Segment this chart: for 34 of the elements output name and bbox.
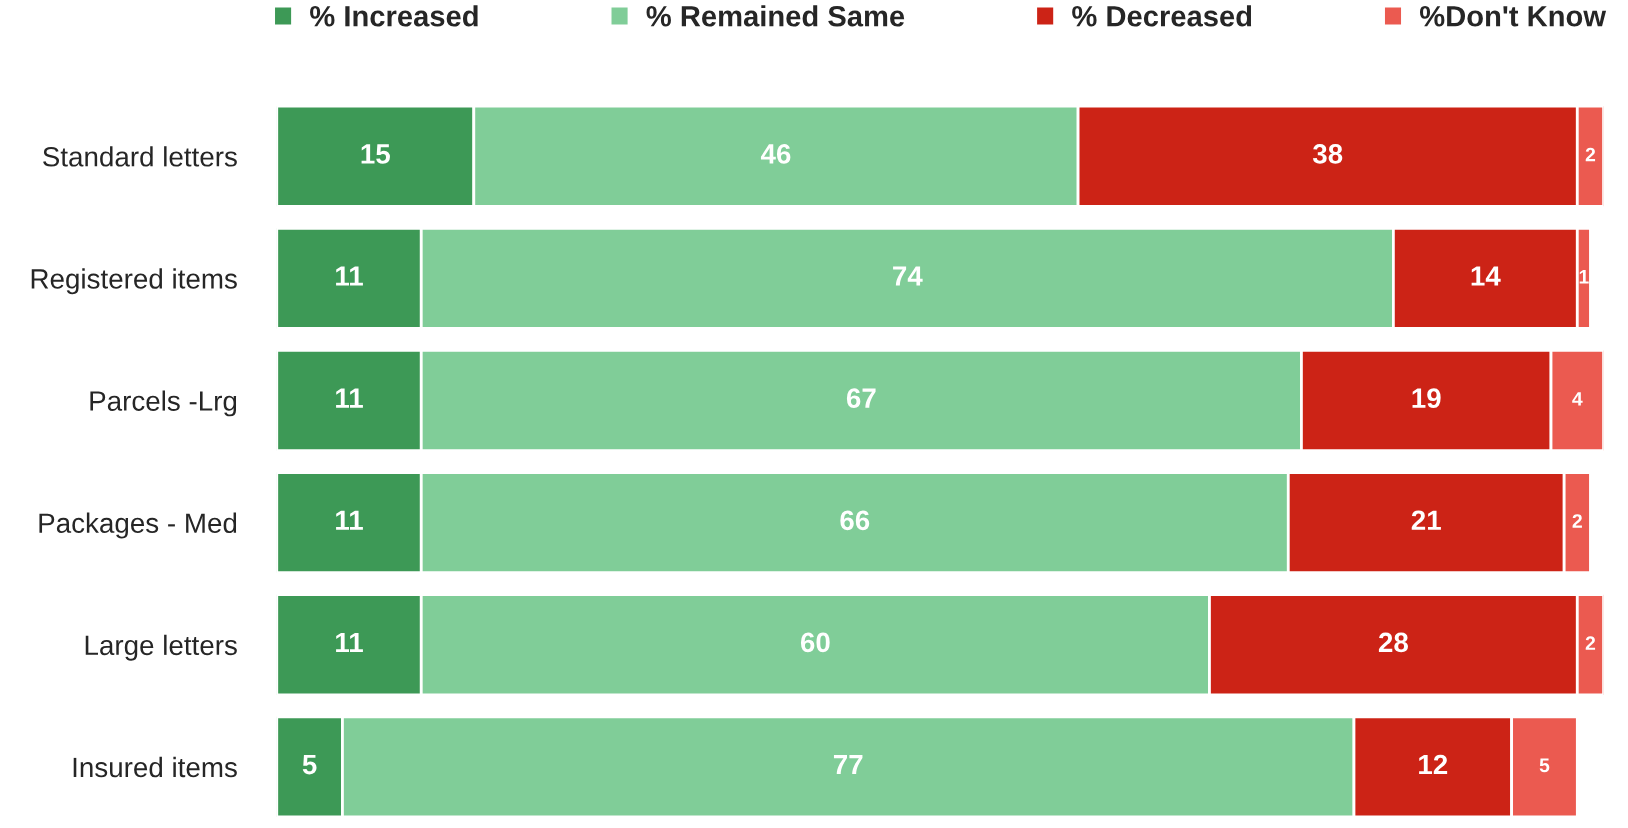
legend-label: % Increased — [310, 5, 478, 27]
legend-label: %Don't Know — [1419, 5, 1607, 27]
legend-label: % Decreased — [1072, 5, 1252, 27]
data-label: 77 — [833, 755, 863, 775]
data-label: 60 — [800, 632, 830, 653]
data-label: 11 — [336, 388, 363, 408]
data-label: 28 — [1378, 632, 1408, 653]
legend-label: % Remained Same — [646, 5, 905, 27]
data-label: 46 — [760, 144, 791, 164]
data-label: 1 — [1579, 270, 1589, 284]
y-tick-label: Registered items — [31, 268, 237, 295]
data-label: 66 — [840, 510, 870, 531]
data-label: 38 — [1312, 144, 1343, 164]
data-label: 2 — [1585, 147, 1596, 162]
data-label: 11 — [336, 266, 363, 286]
data-label: 67 — [846, 388, 876, 408]
data-label: 74 — [893, 266, 923, 286]
y-tick-label: Standard letters — [43, 146, 237, 167]
data-label: 15 — [361, 144, 390, 164]
y-tick-label: Large letters — [85, 634, 237, 661]
data-label: 14 — [1471, 266, 1501, 286]
data-label: 2 — [1572, 514, 1582, 528]
data-label: 5 — [1539, 758, 1550, 773]
data-label: 19 — [1412, 388, 1441, 408]
data-label: 21 — [1411, 510, 1441, 530]
data-label: 12 — [1419, 754, 1448, 775]
y-tick-label: Parcels -Lrg — [90, 390, 237, 417]
data-label: 5 — [302, 755, 317, 775]
data-label: 11 — [336, 632, 363, 652]
data-label: 4 — [1572, 392, 1583, 406]
y-tick-label: Packages - Med — [39, 512, 237, 539]
y-tick-label: Insured items — [73, 756, 237, 778]
data-label: 2 — [1585, 636, 1596, 650]
data-label: 11 — [336, 510, 363, 530]
